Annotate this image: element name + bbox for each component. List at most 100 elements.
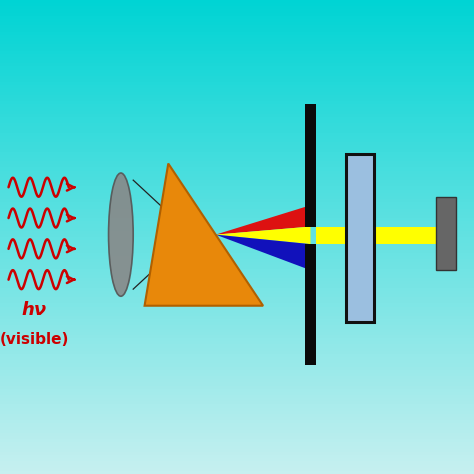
Bar [0, 66, 474, 70]
Bar [0, 3, 474, 6]
Bar [304, 244, 317, 365]
Bar [0, 291, 474, 294]
Bar [0, 404, 474, 408]
Bar [0, 446, 474, 449]
Bar [0, 427, 474, 430]
Bar [0, 60, 474, 63]
Bar [0, 73, 474, 76]
Bar [0, 114, 474, 117]
Bar [0, 228, 474, 231]
Bar [0, 360, 474, 364]
Bar [0, 224, 474, 228]
Bar [0, 401, 474, 404]
Bar [0, 269, 474, 272]
Bar [0, 91, 474, 95]
Bar [0, 57, 474, 60]
Bar [0, 174, 474, 177]
Bar [0, 294, 474, 297]
Bar [0, 212, 474, 215]
Bar [0, 376, 474, 379]
Bar [0, 436, 474, 439]
Bar [0, 370, 474, 373]
Bar [0, 35, 474, 38]
Bar [0, 51, 474, 54]
Bar [0, 284, 474, 288]
Bar [0, 354, 474, 357]
Bar [0, 275, 474, 278]
Bar [0, 158, 474, 161]
Bar [0, 452, 474, 455]
Bar [0, 307, 474, 310]
Bar [0, 54, 474, 57]
Bar [0, 0, 474, 3]
Bar [0, 455, 474, 458]
Bar [0, 246, 474, 250]
Bar [0, 297, 474, 300]
Bar [0, 13, 474, 16]
Bar [0, 167, 474, 171]
Bar [0, 120, 474, 123]
Bar [0, 373, 474, 376]
Bar [0, 101, 474, 104]
Bar [0, 193, 474, 196]
Bar [0, 22, 474, 25]
Bar [0, 177, 474, 180]
Bar [0, 442, 474, 446]
Bar [0, 25, 474, 28]
Bar [0, 76, 474, 79]
Bar [0, 338, 474, 341]
Bar [346, 154, 374, 322]
Bar [0, 110, 474, 114]
Bar [0, 202, 474, 205]
Bar [0, 148, 474, 152]
Bar [0, 347, 474, 351]
Bar [0, 108, 474, 110]
Bar [0, 28, 474, 32]
Bar [0, 461, 474, 465]
Bar [0, 199, 474, 202]
Bar [0, 379, 474, 383]
Bar [0, 139, 474, 142]
Bar [0, 38, 474, 41]
Bar [0, 19, 474, 22]
Bar [0, 364, 474, 366]
Bar [0, 127, 474, 129]
Bar [0, 89, 474, 91]
Bar [0, 420, 474, 423]
Bar [0, 322, 474, 326]
Bar [0, 433, 474, 436]
Bar [0, 253, 474, 256]
Bar [0, 328, 474, 332]
Bar [0, 243, 474, 246]
Bar [0, 85, 474, 89]
Bar [0, 259, 474, 262]
Bar [346, 154, 374, 322]
Bar [0, 98, 474, 101]
Bar [0, 471, 474, 474]
Bar [0, 237, 474, 240]
Bar [0, 146, 474, 148]
Text: hν: hν [21, 301, 47, 319]
Bar [0, 326, 474, 328]
Bar [0, 303, 474, 307]
Bar [0, 82, 474, 85]
Bar [0, 278, 474, 281]
Bar [0, 335, 474, 338]
Bar [0, 47, 474, 51]
Polygon shape [216, 205, 310, 235]
Bar [0, 142, 474, 146]
Bar [0, 79, 474, 82]
Bar [0, 155, 474, 158]
Bar [0, 439, 474, 442]
Bar [0, 458, 474, 461]
Bar [0, 414, 474, 417]
Bar [0, 209, 474, 212]
Bar [0, 272, 474, 275]
Bar [0, 63, 474, 66]
Bar [0, 152, 474, 155]
Bar [0, 136, 474, 139]
Bar [0, 319, 474, 322]
Bar [0, 190, 474, 193]
Bar [0, 104, 474, 108]
Bar [0, 310, 474, 313]
